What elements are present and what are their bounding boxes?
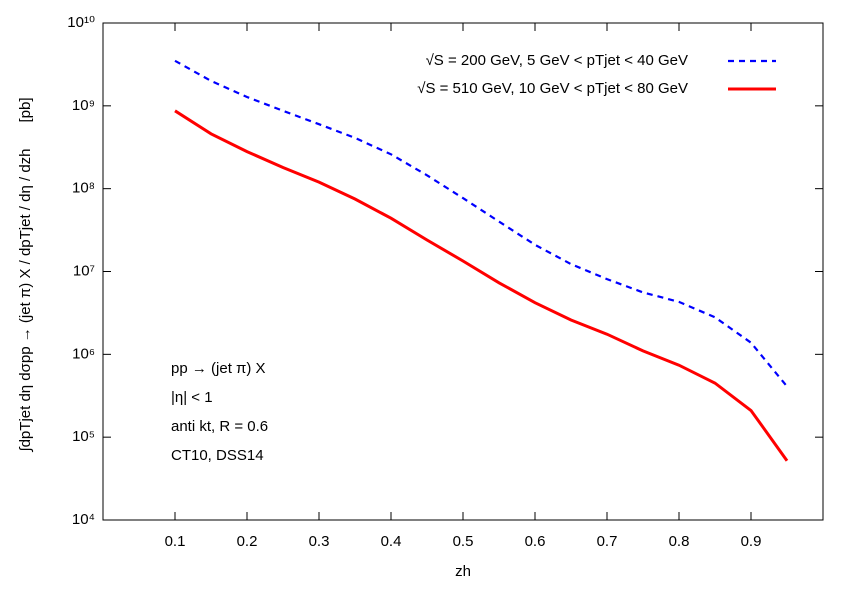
y-tick-label: 10⁷ [73, 262, 95, 279]
x-tick-label: 0.8 [669, 533, 690, 550]
legend-label: √S = 510 GeV, 10 GeV < pTjet < 80 GeV [417, 80, 688, 97]
legend-label: √S = 200 GeV, 5 GeV < pTjet < 40 GeV [426, 52, 688, 69]
annotation: CT10, DSS14 [171, 447, 264, 464]
x-tick-label: 0.7 [597, 533, 618, 550]
x-tick-label: 0.3 [309, 533, 330, 550]
plot-frame [102, 22, 824, 521]
x-tick-label: 0.9 [741, 533, 762, 550]
y-tick-label: 10⁹ [72, 97, 95, 114]
x-tick-label: 0.2 [237, 533, 258, 550]
y-tick-label: 10¹⁰ [67, 14, 95, 31]
x-tick-label: 0.1 [165, 533, 186, 550]
data-line [174, 109, 789, 462]
x-axis-label: zh [455, 563, 471, 580]
x-tick-label: 0.6 [525, 533, 546, 550]
y-axis-label: ∫dpTjet dη dσpp → (jet π) X / dpTjet / d… [17, 148, 34, 452]
annotation: pp → (jet π) X [171, 360, 266, 377]
annotation: anti kt, R = 0.6 [171, 418, 268, 435]
y-tick-label: 10⁴ [72, 511, 95, 528]
x-tick-label: 0.4 [381, 533, 402, 550]
y-tick-label: 10⁶ [72, 345, 95, 362]
y-axis-unit: [pb] [17, 97, 34, 122]
y-tick-label: 10⁸ [72, 180, 95, 197]
annotation: |η| < 1 [171, 389, 213, 406]
y-tick-label: 10⁵ [72, 428, 95, 445]
x-tick-label: 0.5 [453, 533, 474, 550]
data-line [174, 59, 788, 388]
